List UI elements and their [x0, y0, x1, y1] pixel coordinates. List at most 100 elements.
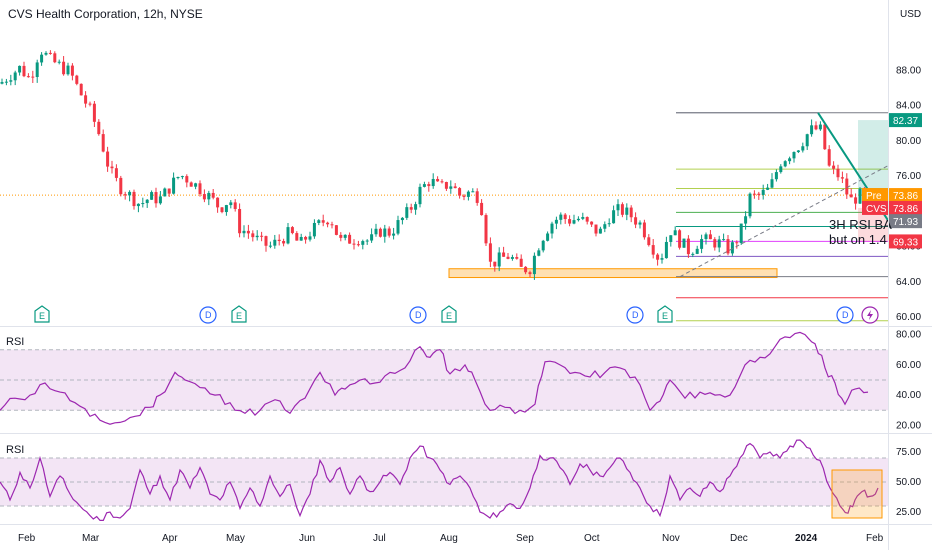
candle-body: [374, 228, 378, 235]
candle-body: [528, 272, 532, 275]
candle-body: [546, 233, 550, 241]
candle-body: [761, 189, 765, 195]
candle-body: [559, 214, 563, 220]
candle-body: [123, 194, 127, 196]
candle-body: [453, 186, 457, 189]
candle-body: [616, 204, 620, 211]
candle-body: [735, 242, 739, 244]
price-tag-name: Pre: [866, 191, 882, 202]
candle-body: [145, 199, 149, 204]
candle-body: [260, 235, 264, 237]
candle-body: [31, 76, 35, 78]
candle-body: [158, 196, 162, 204]
candle-body: [493, 261, 497, 267]
candle-body: [22, 65, 26, 77]
candle-body: [268, 245, 272, 247]
candle-body: [273, 239, 277, 246]
candle-body: [713, 239, 717, 248]
candle-body: [832, 165, 836, 169]
candle-body: [475, 191, 479, 203]
candle-body: [779, 166, 783, 173]
dividend-marker-label: D: [842, 310, 849, 320]
rsi-pane-1-label[interactable]: RSI: [6, 336, 25, 348]
candle-body: [409, 207, 413, 210]
candle-body: [202, 194, 206, 200]
rsi-pane-2-label[interactable]: RSI: [6, 444, 25, 456]
candle-body: [172, 177, 176, 194]
price-tag-value: 73.86: [893, 191, 918, 202]
candle-body: [185, 176, 189, 183]
candle-body: [757, 193, 761, 195]
candle-body: [700, 239, 704, 249]
candle-body: [35, 62, 39, 78]
candle-body: [48, 52, 52, 54]
candle-body: [603, 224, 607, 229]
candle-body: [282, 241, 286, 244]
price-tick-label: 60.00: [896, 312, 921, 323]
earnings-marker: [34, 305, 50, 323]
candle-body: [629, 207, 633, 218]
candle-body: [57, 61, 61, 63]
candle-body: [154, 192, 158, 204]
candle-body: [264, 236, 268, 246]
candle-body: [396, 220, 400, 234]
candle-body: [673, 230, 677, 236]
time-tick-label: May: [226, 533, 245, 544]
candle-body: [471, 191, 475, 193]
candle-body: [576, 218, 580, 221]
candle-body: [612, 210, 616, 224]
price-tag-badge: [862, 200, 888, 215]
dashed-trend-line: [679, 165, 889, 278]
candle-body: [788, 158, 792, 162]
candle-body: [229, 202, 233, 206]
candle-body: [730, 242, 734, 254]
candle-body: [84, 95, 88, 104]
candle-body: [524, 266, 528, 273]
currency-label[interactable]: USD: [900, 9, 922, 20]
time-tick-label: Jul: [373, 533, 386, 544]
candle-body: [581, 217, 585, 219]
candle-body: [651, 245, 655, 255]
candle-body: [620, 204, 624, 215]
candle-body: [251, 233, 255, 238]
candle-body: [44, 52, 48, 55]
candle-body: [387, 228, 391, 236]
candle-body: [70, 65, 74, 76]
price-tag: [889, 113, 922, 128]
candle-body: [801, 146, 805, 151]
candle-body: [656, 254, 660, 260]
rsi1-line: [0, 331, 869, 425]
price-tag: [889, 234, 922, 249]
candle-body: [722, 239, 726, 241]
candle-body: [823, 124, 827, 150]
candle-body: [290, 227, 294, 234]
candle-body: [766, 187, 770, 190]
candle-body: [502, 252, 506, 257]
candle-body: [427, 184, 431, 187]
dividend-marker-label: D: [205, 310, 212, 320]
candle-body: [537, 250, 541, 256]
candle-body: [339, 234, 343, 238]
candle-body: [506, 256, 510, 259]
bolt-icon: [867, 310, 873, 320]
time-tick-label: Sep: [516, 533, 534, 544]
support-zone: [448, 268, 778, 279]
candle-body: [634, 217, 638, 225]
candle-body: [13, 72, 17, 81]
price-tick-label: 80.00: [896, 136, 921, 147]
candle-body: [678, 230, 682, 248]
candle-body: [343, 234, 347, 238]
candle-body: [488, 243, 492, 262]
dividend-marker: [199, 306, 217, 324]
candle-body: [0, 82, 4, 84]
candle-body: [167, 188, 171, 194]
candle-body: [277, 239, 281, 242]
time-tick-label: Apr: [162, 533, 178, 544]
candle-body: [748, 193, 752, 217]
rsi1-tick-label: 20.00: [896, 420, 921, 431]
target-zone: [858, 120, 888, 196]
candle-body: [211, 192, 215, 198]
rsi-pane-1: [0, 331, 888, 425]
